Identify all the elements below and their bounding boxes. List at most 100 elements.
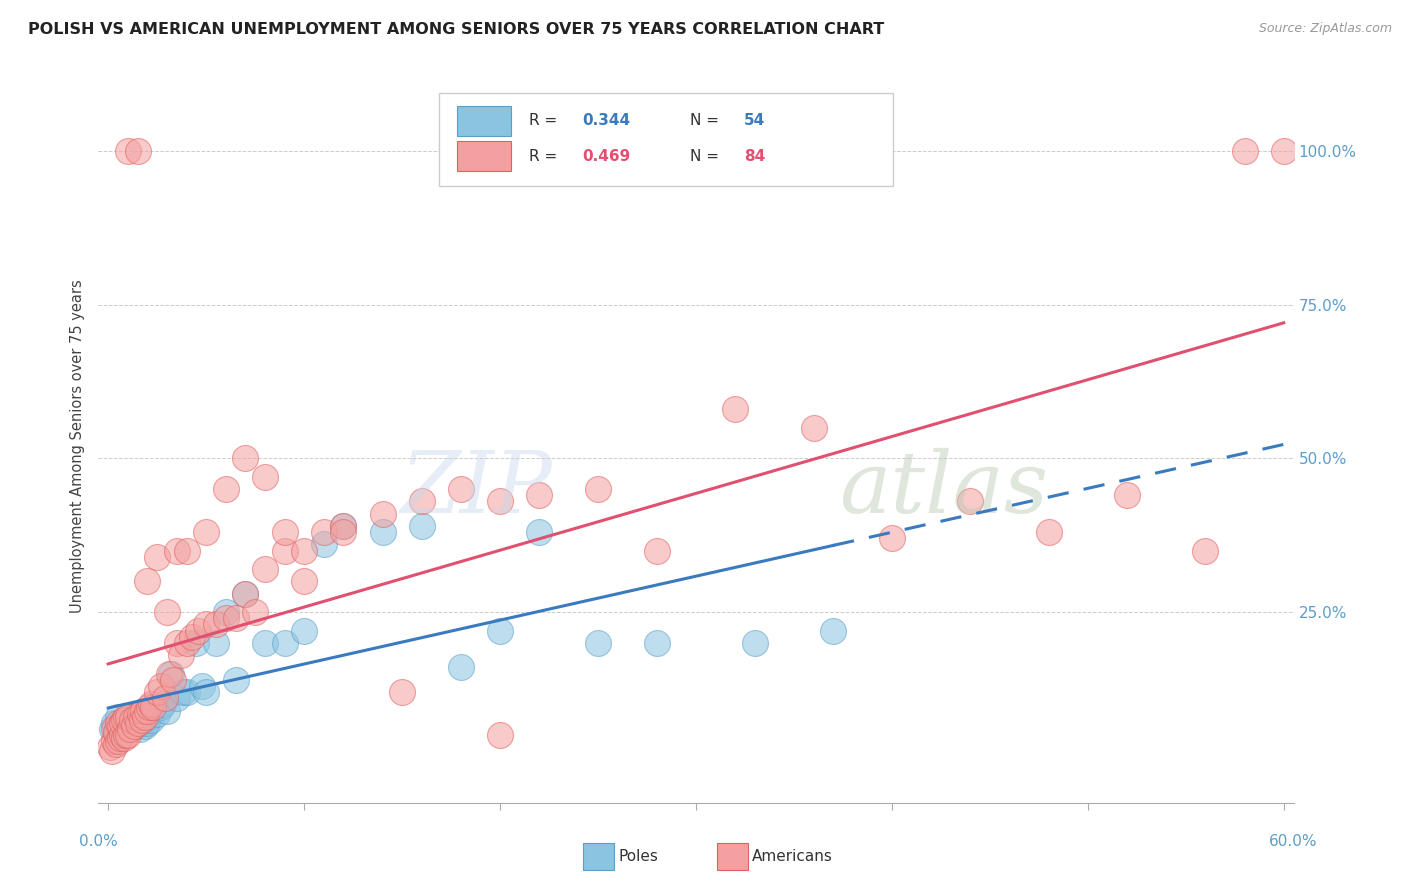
Point	[292, 574, 315, 589]
Point	[823, 624, 845, 638]
Point	[108, 722, 131, 736]
Point	[243, 605, 266, 619]
Point	[215, 605, 238, 619]
Text: ZIP: ZIP	[401, 448, 553, 530]
Text: 0.344: 0.344	[582, 113, 630, 128]
Point	[115, 728, 138, 742]
Point	[124, 719, 146, 733]
Point	[128, 706, 150, 721]
Point	[215, 482, 238, 496]
Point	[132, 704, 155, 718]
Point	[141, 713, 163, 727]
Point	[411, 519, 433, 533]
Point	[292, 543, 315, 558]
Point	[225, 611, 247, 625]
Point	[332, 519, 354, 533]
Point	[107, 715, 129, 730]
Point	[105, 725, 128, 739]
Point	[371, 507, 394, 521]
Point	[170, 648, 193, 662]
Text: Poles: Poles	[619, 849, 658, 863]
Point	[586, 482, 609, 496]
Point	[215, 611, 238, 625]
Point	[1038, 525, 1060, 540]
Point	[118, 722, 141, 736]
Point	[371, 525, 394, 540]
Point	[880, 531, 903, 545]
Point	[101, 743, 124, 757]
Text: 0.469: 0.469	[582, 149, 631, 164]
Point	[586, 636, 609, 650]
Point	[107, 709, 129, 723]
Point	[112, 731, 135, 746]
Bar	[457, 141, 510, 171]
Point	[176, 685, 198, 699]
Point	[146, 685, 169, 699]
Text: 54: 54	[744, 113, 765, 128]
Bar	[457, 105, 510, 136]
Point	[103, 734, 125, 748]
Point	[1116, 488, 1139, 502]
Point	[181, 630, 204, 644]
Point	[160, 666, 183, 681]
Point	[195, 685, 218, 699]
Point	[108, 719, 131, 733]
Point	[235, 587, 257, 601]
Point	[107, 719, 129, 733]
Point	[489, 494, 512, 508]
Point	[450, 482, 472, 496]
Point	[134, 709, 156, 723]
Point	[176, 543, 198, 558]
Point	[150, 679, 173, 693]
Point	[191, 679, 214, 693]
Point	[273, 543, 295, 558]
Point	[235, 587, 257, 601]
Point	[131, 715, 153, 730]
Point	[131, 713, 153, 727]
Point	[195, 617, 218, 632]
Point	[1272, 144, 1295, 158]
Point	[111, 715, 134, 730]
Point	[489, 728, 512, 742]
Point	[645, 636, 668, 650]
Point	[253, 562, 276, 576]
Point	[117, 709, 139, 723]
Point	[98, 740, 121, 755]
Point	[186, 636, 208, 650]
Point	[1233, 144, 1256, 158]
Point	[122, 715, 145, 730]
Point	[1194, 543, 1216, 558]
Point	[142, 700, 165, 714]
Point	[134, 719, 156, 733]
Point	[450, 660, 472, 674]
Point	[273, 525, 295, 540]
FancyBboxPatch shape	[439, 93, 893, 186]
Point	[195, 525, 218, 540]
Point	[166, 543, 188, 558]
Point	[292, 624, 315, 638]
Point	[121, 709, 143, 723]
Point	[111, 728, 134, 742]
Point	[332, 519, 354, 533]
Point	[166, 636, 188, 650]
Text: POLISH VS AMERICAN UNEMPLOYMENT AMONG SENIORS OVER 75 YEARS CORRELATION CHART: POLISH VS AMERICAN UNEMPLOYMENT AMONG SE…	[28, 22, 884, 37]
Text: 0.0%: 0.0%	[79, 834, 118, 849]
Point	[121, 719, 143, 733]
Point	[115, 722, 138, 736]
Text: N =: N =	[690, 149, 724, 164]
Point	[162, 673, 184, 687]
Point	[142, 704, 165, 718]
Point	[152, 698, 174, 712]
Point	[127, 713, 149, 727]
Point	[172, 685, 194, 699]
Point	[103, 722, 125, 736]
Point	[117, 144, 139, 158]
Point	[411, 494, 433, 508]
Point	[112, 713, 135, 727]
Point	[312, 537, 335, 551]
Point	[645, 543, 668, 558]
Text: 60.0%: 60.0%	[1270, 834, 1317, 849]
Point	[128, 722, 150, 736]
Point	[959, 494, 981, 508]
Point	[253, 469, 276, 483]
